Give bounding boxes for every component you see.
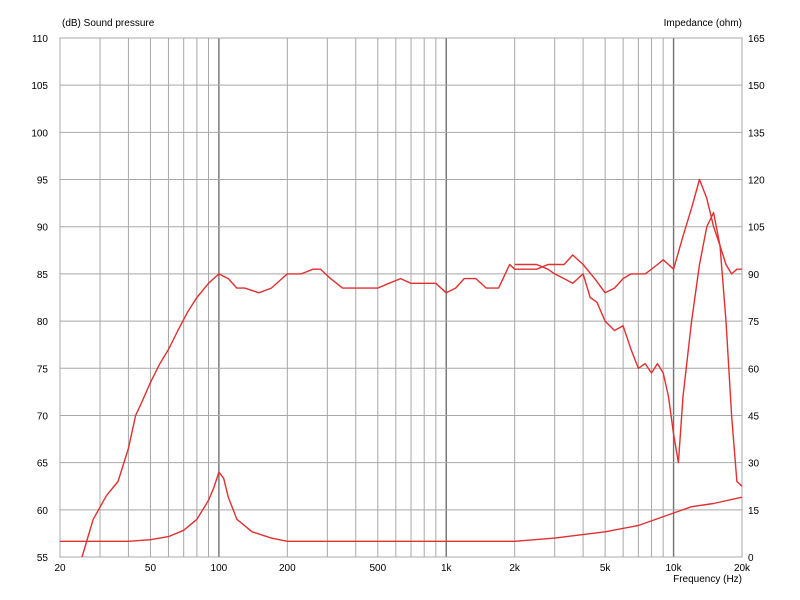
- y-left-tick-label: 110: [32, 34, 48, 45]
- x-axis-title: Frequency (Hz): [673, 574, 742, 585]
- x-tick-label: 200: [279, 563, 296, 574]
- y-right-tick-label: 60: [748, 364, 760, 375]
- impedance-curve: [60, 471, 743, 542]
- y-left-tick-label: 85: [37, 270, 49, 281]
- y-left-tick-label: 95: [37, 176, 49, 187]
- x-tick-label: 20k: [734, 563, 751, 574]
- y-right-tick-label: 135: [748, 128, 765, 139]
- x-tick-label: 100: [211, 563, 228, 574]
- y-right-tick-label: 45: [748, 411, 760, 422]
- x-tick-label: 50: [145, 563, 157, 574]
- y-left-tick-label: 80: [37, 317, 49, 328]
- y-left-tick-label: 60: [37, 506, 49, 517]
- x-tick-label: 20: [54, 563, 66, 574]
- y-right-tick-label: 165: [748, 34, 765, 45]
- y-right-tick-label: 120: [748, 176, 765, 187]
- x-tick-label: 1k: [441, 563, 453, 574]
- spl-curve-on-axis: [81, 178, 742, 558]
- y-left-tick-label: 65: [37, 459, 49, 470]
- y-left-tick-label: 70: [37, 411, 49, 422]
- x-tick-label: 2k: [509, 563, 521, 574]
- y-right-tick-label: 90: [748, 270, 760, 281]
- y-left-tick-label: 100: [31, 128, 48, 139]
- x-tick-label: 5k: [600, 563, 612, 574]
- y-left-tick-label: 55: [37, 553, 49, 564]
- y-right-tick-label: 30: [748, 459, 760, 470]
- y-right-tick-label: 105: [748, 223, 765, 234]
- y-right-tick-label: 15: [748, 506, 760, 517]
- axis-labels-layer: 20 50 100 200 500 1k 2k 5k 10k 20k 55 60 65 70 75 80 85 9…: [31, 34, 765, 574]
- grid-layer: [59, 37, 743, 558]
- x-tick-label: 10k: [666, 563, 683, 574]
- spl-curve-off-axis: [514, 211, 743, 487]
- y-left-tick-label: 75: [37, 364, 49, 375]
- series-layer: [60, 178, 743, 558]
- y-left-tick-label: 90: [37, 223, 49, 234]
- x-tick-label: 500: [369, 563, 386, 574]
- y-right-tick-label: 75: [748, 317, 760, 328]
- y-right-tick-label: 150: [748, 81, 765, 92]
- right-axis-title: Impedance (ohm): [664, 18, 742, 29]
- y-left-tick-label: 105: [31, 81, 48, 92]
- y-right-tick-label: 0: [748, 553, 754, 564]
- left-axis-title: (dB) Sound pressure: [62, 18, 155, 29]
